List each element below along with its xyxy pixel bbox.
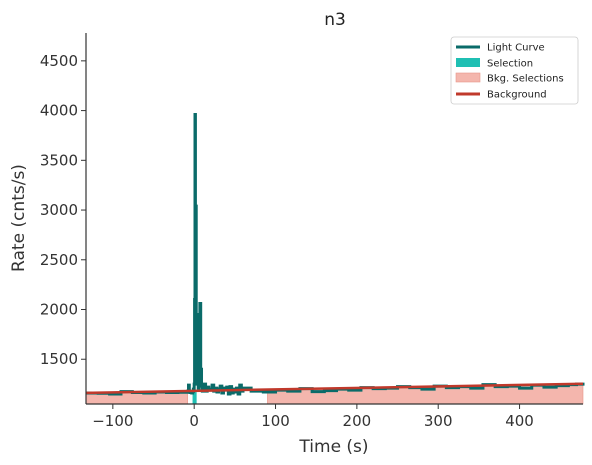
y-tick-label: 3000	[40, 201, 78, 219]
x-tick-label: 400	[505, 412, 534, 430]
selection-region	[192, 391, 197, 404]
selection-layer	[192, 391, 197, 404]
chart-title: n3	[324, 10, 346, 30]
x-tick-label: 0	[189, 412, 199, 430]
y-tick-label: 4500	[40, 52, 78, 70]
y-axis-title: Rate (cnts/s)	[9, 164, 29, 272]
y-tick-label: 2000	[40, 301, 78, 319]
light-curve-line	[86, 113, 585, 396]
legend-selection-swatch	[456, 58, 480, 67]
legend-box	[450, 36, 579, 105]
y-tick-label: 2500	[40, 251, 78, 269]
legend-background-label: Background	[487, 90, 547, 101]
x-ticks: −100 0 100 200 300 400	[92, 404, 534, 430]
background-line	[85, 382, 584, 395]
x-tick-label: 300	[424, 412, 453, 430]
x-axis-title: Time (s)	[298, 437, 368, 457]
x-tick-label: 100	[261, 412, 290, 430]
light-curve-layer	[86, 113, 585, 396]
legend-bkg-selections-label: Bkg. Selections	[487, 74, 564, 85]
legend-selection-label: Selection	[487, 59, 533, 70]
y-tick-label: 3500	[40, 151, 78, 169]
legend-bkg-selections-swatch	[455, 72, 481, 83]
x-tick-label: −100	[92, 412, 133, 430]
legend: Light Curve Selection Bkg. Selections Ba…	[450, 36, 579, 105]
background-layer	[85, 382, 584, 395]
legend-light-curve-label: Light Curve	[487, 43, 545, 54]
y-tick-label: 4000	[40, 102, 78, 120]
y-tick-label: 1500	[40, 350, 78, 368]
x-tick-label: 200	[343, 412, 372, 430]
y-ticks: 1500 2000 2500 3000 3500 4000 4500	[40, 52, 86, 368]
